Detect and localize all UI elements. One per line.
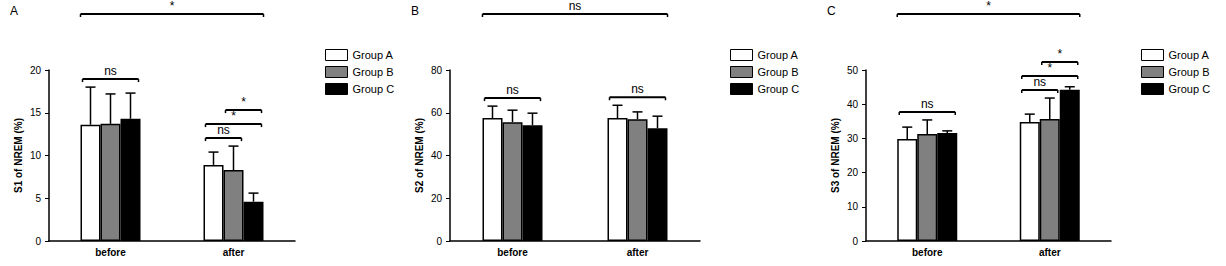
svg-text:before: before xyxy=(912,247,943,258)
svg-text:20: 20 xyxy=(30,65,42,76)
svg-text:ns: ns xyxy=(217,123,230,137)
svg-text:*: * xyxy=(1057,47,1062,61)
svg-text:20: 20 xyxy=(431,193,443,204)
svg-text:S2 of NREM (%): S2 of NREM (%) xyxy=(414,118,425,193)
svg-text:*: * xyxy=(1047,61,1052,75)
svg-text:30: 30 xyxy=(847,133,859,144)
svg-text:40: 40 xyxy=(847,99,859,110)
svg-text:80: 80 xyxy=(431,65,443,76)
svg-text:20: 20 xyxy=(847,167,859,178)
svg-text:before: before xyxy=(497,247,528,258)
svg-text:10: 10 xyxy=(847,201,859,212)
svg-text:ns: ns xyxy=(921,97,934,111)
svg-text:10: 10 xyxy=(30,150,42,161)
svg-text:*: * xyxy=(170,0,175,13)
svg-text:S1 of NREM (%): S1 of NREM (%) xyxy=(13,118,24,193)
svg-text:B: B xyxy=(411,4,419,18)
svg-text:Group C: Group C xyxy=(1169,83,1211,95)
svg-text:after: after xyxy=(627,247,649,258)
svg-text:A: A xyxy=(10,4,18,18)
svg-text:Group A: Group A xyxy=(353,49,394,61)
svg-text:*: * xyxy=(986,0,991,13)
svg-text:0: 0 xyxy=(35,236,41,247)
svg-text:Group A: Group A xyxy=(758,49,799,61)
svg-text:60: 60 xyxy=(431,107,443,118)
svg-text:Group B: Group B xyxy=(1169,66,1210,78)
svg-text:5: 5 xyxy=(35,193,41,204)
svg-text:*: * xyxy=(241,95,246,109)
svg-text:Group C: Group C xyxy=(758,83,800,95)
svg-text:ns: ns xyxy=(631,82,644,96)
svg-text:after: after xyxy=(223,247,245,258)
svg-text:ns: ns xyxy=(506,83,519,97)
svg-text:*: * xyxy=(231,109,236,123)
svg-text:Group A: Group A xyxy=(1169,49,1210,61)
svg-text:40: 40 xyxy=(431,150,443,161)
svg-text:50: 50 xyxy=(847,65,859,76)
svg-text:15: 15 xyxy=(30,107,42,118)
svg-text:Group B: Group B xyxy=(758,66,799,78)
svg-text:S3 of NREM (%): S3 of NREM (%) xyxy=(830,118,841,193)
svg-text:Group C: Group C xyxy=(353,83,395,95)
svg-text:before: before xyxy=(95,247,126,258)
svg-text:C: C xyxy=(827,4,836,18)
svg-text:ns: ns xyxy=(104,64,117,78)
svg-text:after: after xyxy=(1039,247,1061,258)
svg-text:Group B: Group B xyxy=(353,66,394,78)
svg-text:0: 0 xyxy=(436,236,442,247)
svg-text:0: 0 xyxy=(852,236,858,247)
svg-text:ns: ns xyxy=(1033,75,1046,89)
svg-text:ns: ns xyxy=(569,0,582,13)
